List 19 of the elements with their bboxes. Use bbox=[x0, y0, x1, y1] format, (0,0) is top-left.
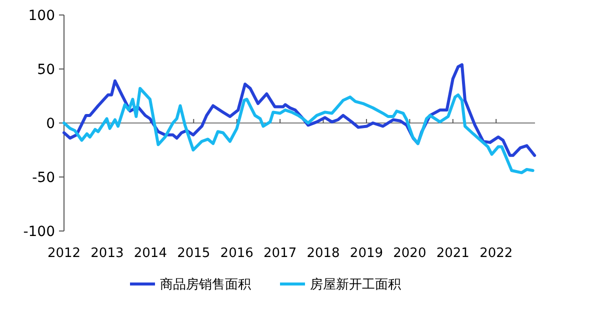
y-tick-label: -50 bbox=[32, 170, 55, 186]
x-tick-label: 2013 bbox=[90, 246, 124, 261]
x-tick-label: 2012 bbox=[47, 246, 81, 261]
x-tick-label: 2019 bbox=[350, 246, 384, 261]
y-tick-label: 100 bbox=[28, 8, 55, 24]
x-tick-label: 2020 bbox=[393, 246, 426, 261]
x-tick-label: 2022 bbox=[480, 246, 513, 261]
y-tick-label: -100 bbox=[23, 224, 55, 240]
y-tick-label: 0 bbox=[46, 116, 55, 132]
line-series bbox=[62, 86, 534, 174]
legend-label: 商品房销售面积 bbox=[160, 276, 251, 293]
legend-label: 房屋新开工面积 bbox=[310, 276, 401, 293]
y-tick-label: 50 bbox=[37, 62, 55, 78]
x-tick-label: 2017 bbox=[264, 246, 297, 261]
x-tick-label: 2018 bbox=[306, 246, 340, 261]
x-tick-label: 2016 bbox=[220, 246, 254, 261]
x-tick-label: 2015 bbox=[177, 246, 210, 261]
x-tick-label: 2014 bbox=[134, 246, 167, 261]
x-tick-label: 2021 bbox=[436, 246, 470, 261]
